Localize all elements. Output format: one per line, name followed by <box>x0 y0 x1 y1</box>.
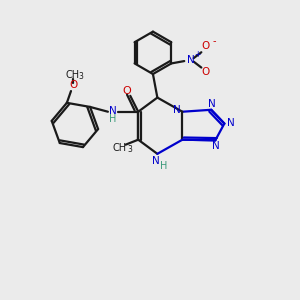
Text: O: O <box>123 86 131 96</box>
Text: N: N <box>173 105 181 115</box>
Text: H: H <box>160 160 167 171</box>
Text: +: + <box>195 50 201 59</box>
Text: N: N <box>212 141 220 151</box>
Text: N: N <box>152 156 160 166</box>
Text: -: - <box>213 36 216 46</box>
Text: N: N <box>109 106 116 116</box>
Text: N: N <box>227 118 235 128</box>
Text: CH: CH <box>112 143 127 153</box>
Text: H: H <box>109 114 116 124</box>
Text: 3: 3 <box>127 146 132 154</box>
Text: CH: CH <box>66 70 80 80</box>
Text: O: O <box>201 67 209 77</box>
Text: N: N <box>187 55 195 64</box>
Text: O: O <box>201 41 209 51</box>
Text: 3: 3 <box>79 72 83 81</box>
Text: O: O <box>69 80 77 90</box>
Text: N: N <box>208 99 216 109</box>
